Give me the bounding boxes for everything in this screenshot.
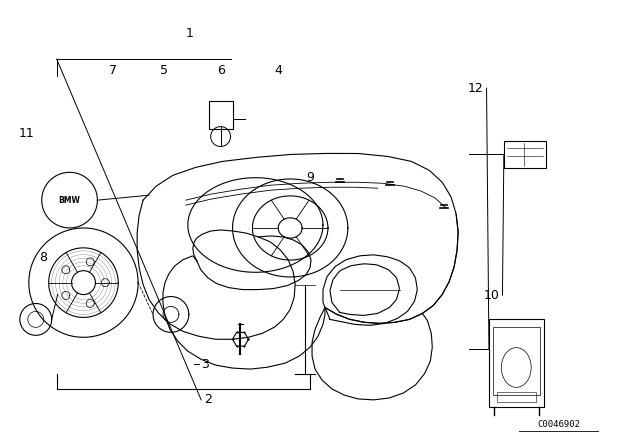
Text: 11: 11: [19, 127, 34, 140]
Text: 10: 10: [484, 289, 499, 302]
Text: 12: 12: [468, 82, 484, 95]
Text: 5: 5: [160, 64, 168, 77]
Bar: [493, 327, 540, 395]
Bar: [504, 141, 545, 168]
Bar: [489, 319, 543, 407]
Text: 1: 1: [186, 27, 193, 40]
Text: 4: 4: [275, 64, 283, 77]
Text: 2: 2: [204, 393, 212, 406]
Bar: [497, 392, 536, 402]
Text: 8: 8: [39, 251, 47, 264]
Text: 7: 7: [109, 64, 117, 77]
Text: 3: 3: [201, 358, 209, 371]
Text: C0046902: C0046902: [537, 420, 580, 429]
Text: 9: 9: [307, 171, 314, 184]
Bar: [209, 101, 232, 129]
Text: BMW: BMW: [59, 196, 81, 205]
Text: 6: 6: [218, 64, 225, 77]
